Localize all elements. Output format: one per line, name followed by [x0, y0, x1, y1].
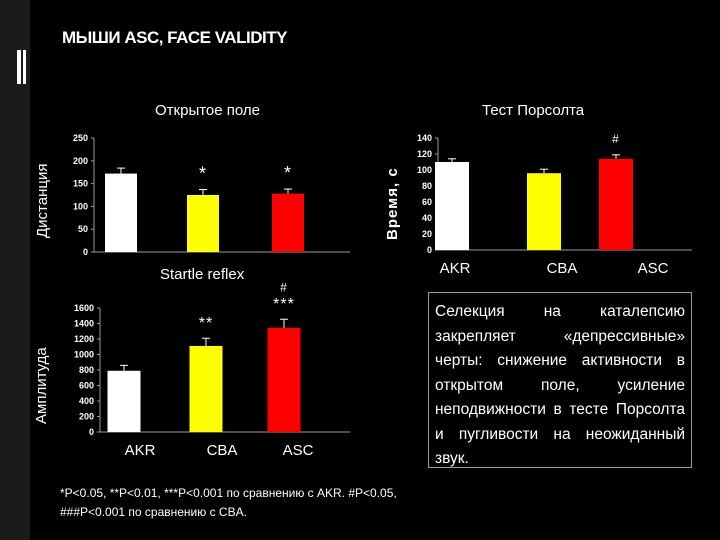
startle-annotation-asc: # — [280, 280, 288, 294]
startle-ytick-label: 0 — [89, 427, 94, 437]
footnote-line-1: *P<0.05, **P<0.01, ***P<0.001 по сравнен… — [60, 486, 397, 500]
open_field-bar-akr — [105, 173, 137, 252]
startle-bar-asc — [267, 327, 301, 432]
porsolt-title: Тест Порсолта — [482, 102, 585, 119]
porsolt-xlabel-cba: CBA — [546, 260, 578, 277]
porsolt-xlabel-asc: ASC — [637, 260, 669, 277]
porsolt-xlabel-akr: AKR — [439, 260, 471, 277]
decor-bar-1 — [17, 50, 21, 84]
open_field-bar-asc — [272, 193, 304, 252]
distance-axis-label: Дистанция — [34, 163, 51, 238]
porsolt-ytick-label: 0 — [427, 245, 432, 255]
porsolt-bar-cba — [527, 173, 561, 250]
open_field-ytick-label: 0 — [83, 247, 88, 257]
open_field-ytick-label: 100 — [73, 201, 88, 211]
open-field-chart: 0 50 100 150 200 250 * * — [73, 133, 350, 257]
porsolt-bar-asc — [599, 158, 633, 250]
startle-title: Startle reflex — [160, 266, 245, 283]
slide-title: МЫШИ ASC, FACE VALIDITY — [62, 28, 287, 47]
open-field-title: Открытое поле — [155, 102, 261, 119]
porsolt-bar-akr — [435, 162, 469, 250]
startle-ytick-label: 600 — [79, 381, 94, 391]
startle-xlabel-cba: CBA — [206, 442, 238, 459]
open_field-annotation-cba: * — [199, 164, 207, 184]
footnote: *P<0.05, **P<0.01, ***P<0.001 по сравнен… — [60, 484, 500, 522]
startle-ytick-label: 800 — [79, 365, 94, 375]
startle-ytick-label: 1000 — [74, 350, 94, 360]
porsolt-annotation-asc: # — [612, 132, 620, 146]
slide-left-bar — [0, 0, 30, 540]
footnote-line-2: ###P<0.001 по сравнению с CBA. — [60, 505, 247, 519]
porsolt-ytick-label: 120 — [417, 149, 432, 159]
time-axis-label: Время, с — [384, 167, 401, 240]
porsolt-ytick-label: 100 — [417, 165, 432, 175]
open_field-bar-cba — [187, 195, 219, 252]
open_field-ytick-label: 50 — [78, 224, 88, 234]
open_field-ytick-label: 200 — [73, 156, 88, 166]
amplitude-axis-label: Амплитуда — [33, 347, 50, 424]
porsolt-chart: 0 20 40 60 80 100 120 140 # — [417, 132, 692, 255]
startle-xlabel-akr: AKR — [124, 442, 156, 459]
startle-ytick-label: 400 — [79, 396, 94, 406]
porsolt-ytick-label: 80 — [422, 181, 432, 191]
open_field-ytick-label: 150 — [73, 179, 88, 189]
conclusion-text-box: Селекция на каталепсию закрепляет «депре… — [428, 292, 692, 468]
open_field-ytick-label: 250 — [73, 133, 88, 143]
porsolt-ytick-label: 140 — [417, 133, 432, 143]
startle-bar-akr — [107, 370, 141, 432]
porsolt-ytick-label: 60 — [422, 197, 432, 207]
startle-annotation-cba: ** — [199, 315, 213, 332]
startle-ytick-label: 1400 — [74, 319, 94, 329]
startle-ytick-label: 1600 — [74, 303, 94, 313]
startle-annotation-asc: *** — [273, 296, 295, 313]
porsolt-ytick-label: 20 — [422, 229, 432, 239]
open_field-annotation-asc: * — [284, 163, 292, 183]
porsolt-ytick-label: 40 — [422, 213, 432, 223]
startle-ytick-label: 200 — [79, 412, 94, 422]
startle-bar-cba — [189, 345, 223, 432]
startle-xlabel-asc: ASC — [282, 442, 314, 459]
decor-bar-2 — [23, 50, 26, 84]
startle-ytick-label: 1200 — [74, 334, 94, 344]
